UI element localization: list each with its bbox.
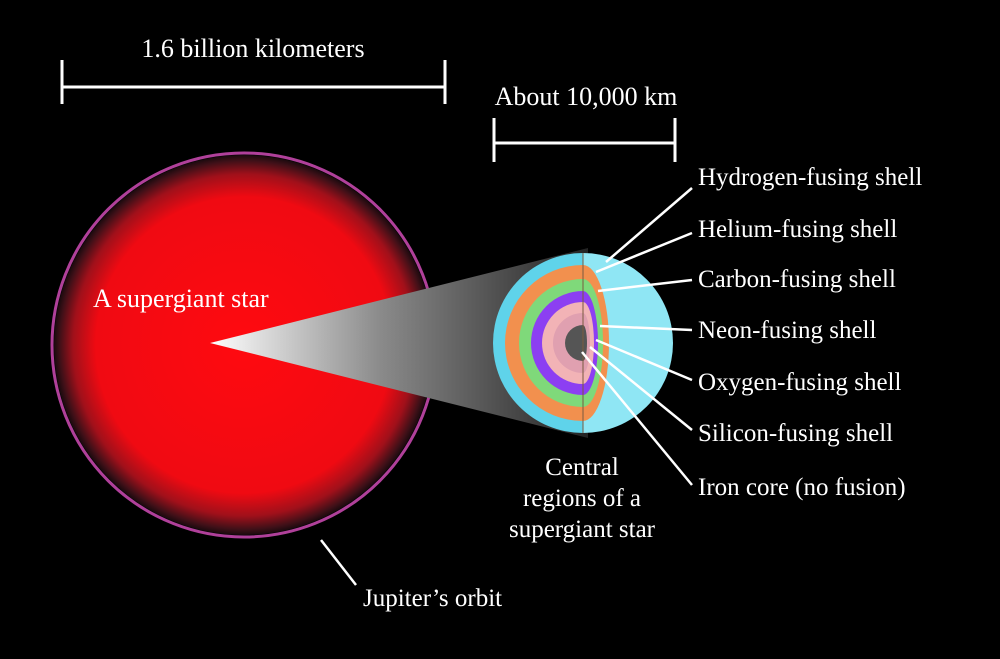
hydrogen-shell-label: Hydrogen-fusing shell xyxy=(698,164,922,191)
orbit-label: Jupiter’s orbit xyxy=(363,585,502,612)
core-caption-line2: regions of a xyxy=(523,485,641,512)
core-caption-line1: Central xyxy=(545,454,619,481)
core-caption-line3: supergiant star xyxy=(509,516,656,543)
helium-shell-label: Helium-fusing shell xyxy=(698,216,897,243)
core-cross-section xyxy=(493,253,673,433)
star-label: A supergiant star xyxy=(93,284,269,313)
silicon-shell-label: Silicon-fusing shell xyxy=(698,420,893,447)
large-scale-label: 1.6 billion kilometers xyxy=(141,34,364,63)
core-caption: Central regions of a supergiant star xyxy=(509,454,656,543)
small-scale-bar: About 10,000 km xyxy=(492,82,678,162)
small-scale-label: About 10,000 km xyxy=(495,82,678,111)
neon-shell-label: Neon-fusing shell xyxy=(698,317,876,344)
oxygen-shell-label: Oxygen-fusing shell xyxy=(698,369,901,396)
zoom-cone xyxy=(210,248,588,438)
iron-core-label: Iron core (no fusion) xyxy=(698,474,906,501)
carbon-shell-label: Carbon-fusing shell xyxy=(698,266,896,293)
large-scale-bar: 1.6 billion kilometers xyxy=(60,34,447,104)
leader-lines xyxy=(320,187,693,586)
